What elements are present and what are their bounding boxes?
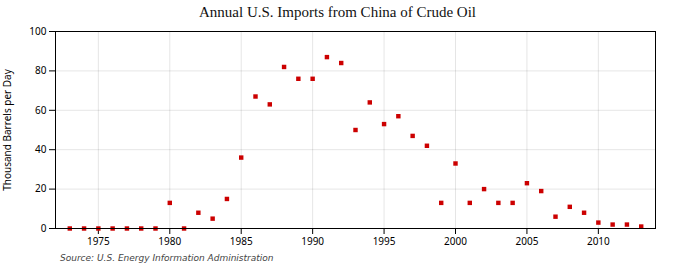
svg-text:1980: 1980 <box>158 234 181 248</box>
svg-text:1995: 1995 <box>373 234 396 248</box>
svg-text:0: 0 <box>41 221 47 235</box>
svg-text:1975: 1975 <box>87 234 110 248</box>
svg-text:2005: 2005 <box>515 234 538 248</box>
svg-text:40: 40 <box>35 142 47 156</box>
svg-text:80: 80 <box>35 63 47 77</box>
svg-text:1990: 1990 <box>301 234 324 248</box>
svg-text:Thousand Barrels per Day: Thousand Barrels per Day <box>0 68 14 191</box>
html-text:Annual U.S. Imports from China: Annual U.S. Imports from China of Crude … <box>199 4 476 20</box>
svg-text:20: 20 <box>35 181 47 195</box>
svg-text:60: 60 <box>35 103 47 117</box>
svg-text:2010: 2010 <box>587 234 610 248</box>
svg-text:100: 100 <box>29 24 46 38</box>
html-text:Source: U.S. Energy Informatio: Source: U.S. Energy Information Administ… <box>60 253 274 263</box>
svg-text:1985: 1985 <box>230 234 253 248</box>
svg-text:2000: 2000 <box>444 234 467 248</box>
